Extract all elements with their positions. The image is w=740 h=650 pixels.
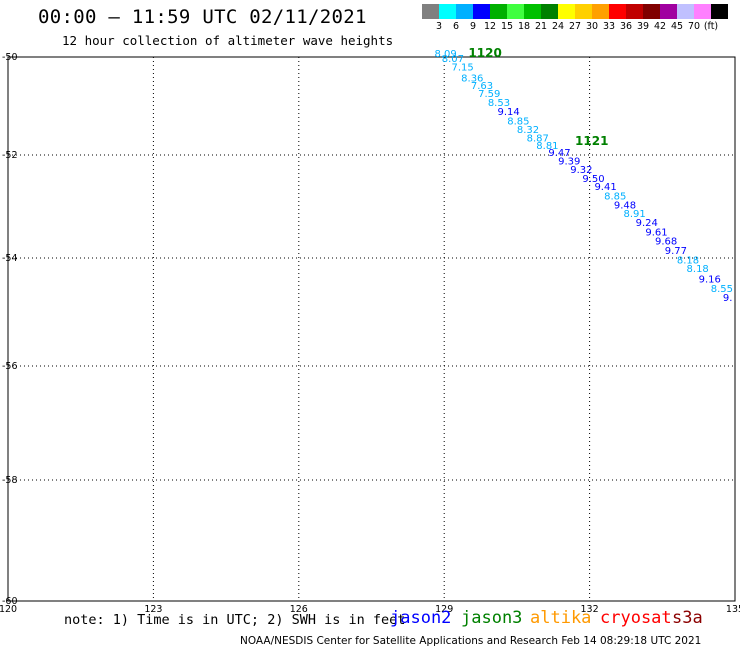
wave-height-value: 8.32	[517, 125, 539, 136]
legend-label: 12	[483, 21, 497, 32]
legend-cryosat: cryosat	[600, 608, 672, 628]
legend-label: 30	[585, 21, 599, 32]
legend-unit: (ft)	[703, 21, 719, 32]
lat-tick-label: -50	[2, 52, 18, 63]
wave-height-value: 9.68	[655, 237, 677, 248]
wave-height-value: 9.39	[558, 156, 580, 167]
wave-height-value: 9.32	[570, 165, 592, 176]
wave-height-value: 9.77	[665, 246, 687, 257]
legend-label: 3	[435, 21, 443, 32]
wave-height-value: 8.55	[711, 284, 733, 295]
wave-height-value: 7.59	[478, 89, 500, 100]
lat-tick-label: -52	[2, 150, 18, 161]
track-time-label: 1121	[575, 134, 608, 148]
wave-height-value: 8.85	[604, 191, 626, 202]
legend-swatch	[711, 4, 729, 19]
wave-height-value: 9.41	[594, 182, 616, 193]
wave-height-value: 9.48	[614, 201, 636, 212]
legend-label: 33	[602, 21, 616, 32]
wave-height-value: 9.14	[498, 107, 520, 118]
wave-height-value: 9.61	[645, 227, 667, 238]
legend-label: 42	[653, 21, 667, 32]
wave-height-value: 8.53	[488, 98, 510, 109]
lat-tick-label: -60	[2, 596, 18, 607]
wave-height-value: 8.18	[687, 264, 709, 275]
wave-height-value: 7.15	[451, 63, 473, 74]
legend-label: 9	[469, 21, 477, 32]
legend-label: 36	[619, 21, 633, 32]
wave-height-value: 9.16	[699, 274, 721, 285]
track-group: 8.098.077.158.367.637.598.539.148.858.32…	[435, 46, 734, 304]
legend-label: 21	[534, 21, 548, 32]
wave-height-value: 8.18	[677, 255, 699, 266]
page-title: 00:00 – 11:59 UTC 02/11/2021	[38, 6, 367, 28]
legend-label: 18	[517, 21, 531, 32]
wave-height-value: 8.91	[624, 209, 646, 220]
lon-tick-label: 120	[0, 604, 17, 615]
lon-tick-label: 132	[581, 604, 599, 615]
legend-label: 70	[687, 21, 701, 32]
footer-note: note: 1) Time is in UTC; 2) SWH is in fe…	[64, 612, 406, 628]
legend-jason2: jason2	[390, 608, 452, 628]
legend-label: 6	[452, 21, 460, 32]
lon-tick-label: 129	[435, 604, 453, 615]
legend-label: 39	[636, 21, 650, 32]
page-subtitle: 12 hour collection of altimeter wave hei…	[62, 33, 394, 48]
wave-height-value: 8.85	[507, 117, 529, 128]
wave-height-value: 9.47	[548, 148, 570, 159]
wave-height-value: 8.81	[536, 141, 558, 152]
legend-label: 45	[670, 21, 684, 32]
lat-tick-label: -56	[2, 361, 18, 372]
track-time-label: 1120	[468, 46, 501, 60]
wave-height-value: 8.87	[527, 133, 549, 144]
lon-tick-label: 126	[290, 604, 308, 615]
map-frame	[7, 56, 736, 602]
legend-label: 27	[568, 21, 582, 32]
legend-label: 15	[500, 21, 514, 32]
lon-tick-label: 123	[144, 604, 162, 615]
wave-height-value: 7.63	[471, 81, 493, 92]
legend-label: 24	[551, 21, 565, 32]
lon-tick-label: 135	[726, 604, 740, 615]
legend-jason3: jason3	[461, 608, 523, 628]
wave-height-value: 8.09	[435, 49, 457, 60]
lat-tick-label: -54	[2, 253, 18, 264]
legend-altika: altika	[530, 608, 592, 628]
wave-height-value: 9.24	[636, 218, 658, 229]
wave-height-value: 9.	[723, 293, 733, 304]
credit-line: NOAA/NESDIS Center for Satellite Applica…	[240, 635, 702, 647]
lat-tick-label: -58	[2, 475, 18, 486]
wave-height-value: 8.36	[461, 74, 483, 85]
wave-height-value: 8.07	[442, 54, 464, 65]
wave-height-value: 9.50	[582, 174, 604, 185]
legend-s3a: s3a	[672, 608, 703, 628]
